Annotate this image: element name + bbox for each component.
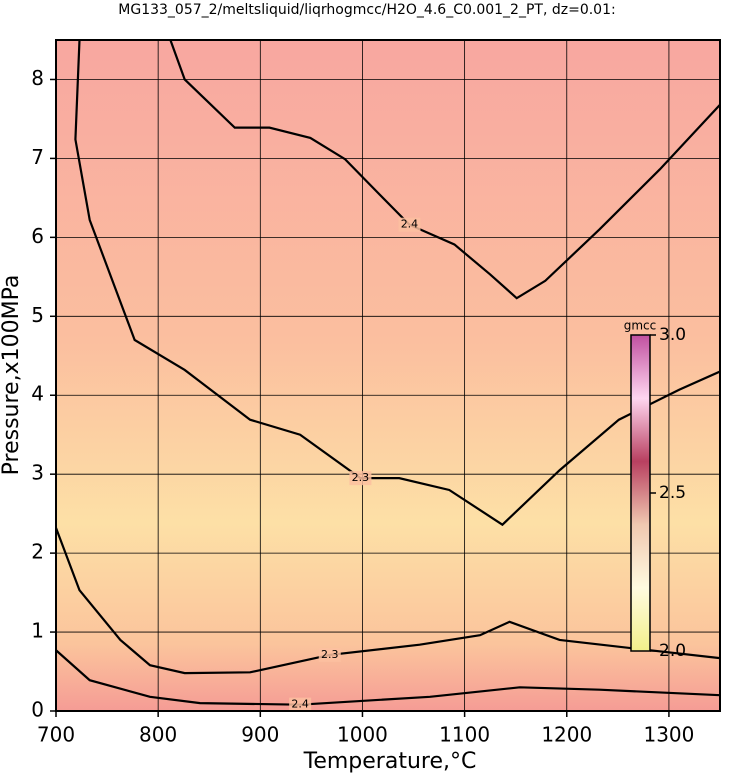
x-tick-label: 1300 bbox=[643, 723, 694, 747]
grid bbox=[55, 40, 720, 712]
y-tick-label: 8 bbox=[31, 66, 44, 90]
colorbar-tick-label: 3.0 bbox=[659, 325, 686, 345]
y-tick-label: 7 bbox=[31, 145, 44, 169]
x-tick-label: 800 bbox=[139, 723, 177, 747]
y-tick-label: 2 bbox=[31, 540, 44, 564]
colorbar-scale bbox=[630, 334, 651, 652]
colorbar-label: gmcc bbox=[624, 319, 657, 333]
contour-label: 2.3 bbox=[321, 648, 339, 661]
y-tick-label: 5 bbox=[31, 303, 44, 327]
x-tick-label: 1000 bbox=[337, 723, 388, 747]
contour-label: 2.4 bbox=[291, 698, 309, 711]
chart-title: MG133_057_2/meltsliquid/liqrhogmcc/H2O_4… bbox=[118, 2, 615, 18]
y-tick-label: 4 bbox=[31, 382, 44, 406]
contours: 2.4 2.3 2.3 2.4 bbox=[56, 40, 720, 711]
y-tick-label: 0 bbox=[31, 698, 44, 722]
x-tick-label: 1200 bbox=[541, 723, 592, 747]
contour-label: 2.3 bbox=[352, 471, 370, 484]
plot-frame bbox=[55, 39, 721, 712]
contour-label-bg bbox=[349, 471, 372, 486]
plot-background bbox=[56, 40, 720, 711]
x-tick-label: 1100 bbox=[439, 723, 490, 747]
contour-label-bg bbox=[289, 697, 312, 711]
x-axis-label: Temperature,°C bbox=[303, 749, 477, 774]
x-tick-label: 700 bbox=[37, 723, 75, 747]
y-axis-label: Pressure,x100MPa bbox=[0, 275, 24, 476]
colorbar-tick-label: 2.0 bbox=[659, 641, 686, 661]
contour-label-bg bbox=[398, 217, 421, 232]
y-tick-label: 6 bbox=[31, 224, 44, 248]
y-tick-label: 3 bbox=[31, 461, 44, 485]
contour-label: 2.4 bbox=[401, 218, 419, 231]
colorbar-tick-label: 2.5 bbox=[659, 483, 686, 503]
contour-label-bg bbox=[318, 647, 341, 662]
x-tick-label: 900 bbox=[241, 723, 279, 747]
y-tick-label: 1 bbox=[31, 619, 44, 643]
colorbar: gmcc 2.0 2.5 3.0 bbox=[624, 319, 686, 662]
